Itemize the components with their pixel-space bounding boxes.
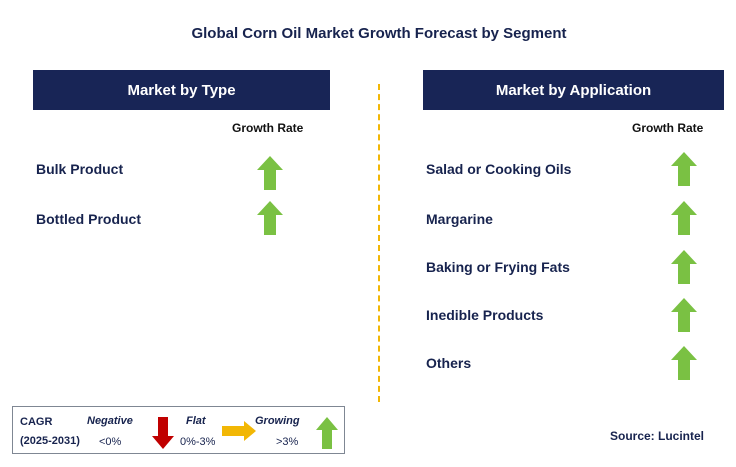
market-by-application-header: Market by Application [423, 70, 724, 110]
up-arrow-icon [316, 417, 338, 449]
market-by-type-header: Market by Type [33, 70, 330, 110]
left-growth-rate-label: Growth Rate [232, 121, 304, 135]
up-arrow-icon [671, 250, 697, 284]
up-arrow-icon [257, 156, 283, 190]
right-item-margarine: Margarine [426, 211, 493, 227]
diagram-title: Global Corn Oil Market Growth Forecast b… [191, 25, 567, 42]
legend-period: (2025-2031) [20, 435, 80, 447]
up-arrow-icon [671, 201, 697, 235]
right-item-baking-or-frying-fats: Baking or Frying Fats [426, 259, 570, 275]
legend-negative-label: Negative [87, 415, 133, 427]
panel-divider [378, 84, 380, 402]
legend-cagr-label: CAGR [20, 416, 53, 428]
right-item-others: Others [426, 355, 472, 371]
left-item-bulk-product: Bulk Product [36, 161, 124, 177]
up-arrow-icon [257, 201, 283, 235]
left-item-bottled-product: Bottled Product [36, 211, 141, 227]
up-arrow-icon [671, 152, 697, 186]
cagr-legend: CAGR (2025-2031) Negative <0% Flat 0%-3%… [12, 406, 345, 454]
legend-flat-label: Flat [186, 415, 206, 427]
legend-growing-range: >3% [276, 436, 299, 448]
right-item-inedible-products: Inedible Products [426, 307, 544, 323]
up-arrow-icon [671, 346, 697, 380]
legend-growing-label: Growing [255, 415, 300, 427]
right-growth-rate-label: Growth Rate [632, 121, 704, 135]
down-arrow-icon [152, 417, 174, 449]
right-item-salad-or-cooking-oils: Salad or Cooking Oils [426, 161, 572, 177]
legend-negative-range: <0% [99, 436, 122, 448]
legend-flat-range: 0%-3% [180, 436, 216, 448]
up-arrow-icon [671, 298, 697, 332]
source-label: Source: Lucintel [610, 429, 705, 443]
right-arrow-icon [222, 421, 256, 441]
